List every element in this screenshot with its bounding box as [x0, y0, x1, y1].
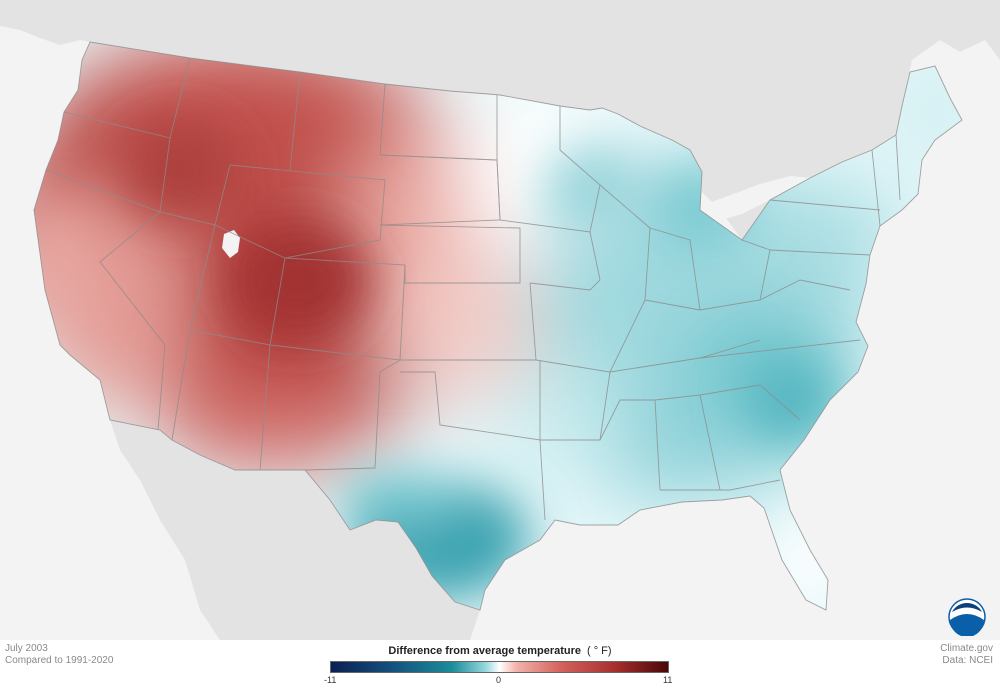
noaa-logo-icon: NOAA — [948, 598, 986, 636]
footer: July 2003 Compared to 1991-2020 Differen… — [0, 640, 1000, 690]
baseline-label: Compared to 1991-2020 — [5, 655, 114, 666]
legend-colorbar — [330, 661, 669, 673]
source-site-label: Climate.gov — [940, 643, 993, 654]
legend-unit: ( ° F) — [587, 645, 612, 657]
legend-min-label: -11 — [324, 675, 337, 685]
legend-title: Difference from average temperature ( ° F… — [330, 645, 670, 657]
period-label: July 2003 — [5, 643, 48, 654]
lake-erie-ontario — [700, 176, 812, 222]
map-area: NOAA — [0, 0, 1000, 640]
legend-max-label: 11 — [663, 675, 673, 685]
legend-title-text: Difference from average temperature — [388, 645, 581, 657]
mexico-land — [110, 420, 480, 640]
state-borders — [33, 41, 963, 611]
noaa-logo-text: NOAA — [958, 610, 976, 616]
canada-land — [0, 0, 1000, 240]
source-data-label: Data: NCEI — [942, 655, 993, 666]
great-salt-lake — [222, 230, 240, 258]
legend-mid-label: 0 — [496, 675, 502, 685]
temperature-anomaly-map — [0, 0, 1000, 640]
